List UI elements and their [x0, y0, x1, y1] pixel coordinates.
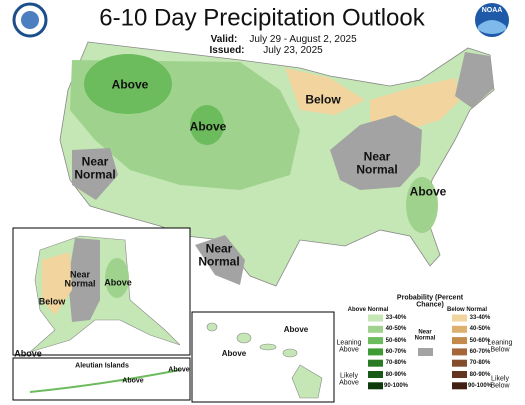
region-label: Above — [189, 119, 227, 134]
legend-group-label: Leaning Above — [336, 339, 362, 354]
alaska-label: Above — [14, 348, 42, 359]
legend-swatch-above — [368, 348, 383, 356]
area-below — [285, 68, 365, 115]
region-label: Above — [409, 184, 447, 199]
hawaii-label: Above — [283, 324, 309, 334]
hawaii — [206, 322, 323, 399]
alaska-label: Above — [104, 277, 132, 288]
legend-swatch-above — [368, 359, 383, 367]
hawaii-label: Above — [221, 348, 247, 358]
legend-group-label: Likely Below — [490, 375, 510, 390]
area-above-50 — [190, 105, 224, 145]
legend-bin-label: 80-90% — [469, 371, 491, 378]
legend-bin-label: 70-80% — [385, 360, 407, 367]
valid-dates: July 29 - August 2, 2025 — [249, 33, 357, 45]
legend-group-label: Likely Above — [339, 372, 359, 387]
legend-bin-label: 40-50% — [385, 326, 407, 333]
alaska-label: Below — [38, 296, 66, 307]
legend-bin-label: 70-80% — [469, 360, 491, 367]
legend-bin-label: 40-50% — [469, 326, 491, 333]
region-label: Near Normal — [74, 154, 116, 181]
legend-heading: Above Normal — [347, 306, 389, 313]
issued-label: Issued: — [209, 44, 245, 56]
aleutian-label: Above — [122, 377, 144, 385]
region-label: Near Normal — [356, 149, 398, 176]
legend-heading: Below Normal — [446, 306, 488, 313]
legend-bin-label: 60-70% — [469, 348, 491, 355]
legend-bin-label: 80-90% — [385, 371, 407, 378]
legend-group-label: Leaning Below — [487, 339, 513, 354]
area-near — [72, 148, 118, 200]
legend-bin-label: 60-70% — [385, 348, 407, 355]
alaska-near — [68, 238, 100, 322]
legend-swatch-near — [418, 348, 433, 356]
legend-near-label: Near Normal — [414, 329, 436, 342]
legend-swatch-below — [452, 314, 467, 322]
legend-swatch-above — [368, 337, 383, 345]
legend — [368, 314, 467, 390]
area-above-50 — [84, 54, 172, 114]
alaska-above — [105, 258, 129, 298]
area-above-40 — [406, 177, 438, 233]
alaska-below — [42, 252, 72, 315]
legend-swatch-below — [452, 337, 467, 345]
aleutian-inset — [12, 357, 191, 401]
aleutian-title: Aleutian Islands — [75, 362, 129, 370]
legend-swatch-below — [452, 382, 467, 390]
area-near — [195, 235, 245, 285]
region-label: Near Normal — [198, 241, 240, 268]
legend-bin-label: 33-40% — [385, 314, 407, 321]
valid-label: Valid: — [210, 33, 238, 45]
noaa-logo-wave — [478, 20, 506, 34]
legend-bin-label: 50-60% — [469, 337, 491, 344]
area-near — [330, 115, 422, 190]
issued-date: July 23, 2025 — [263, 44, 323, 56]
region-label: Above — [111, 77, 149, 92]
doc-logo-inner — [21, 11, 39, 29]
region-label: Below — [305, 92, 341, 107]
legend-swatch-below — [452, 359, 467, 367]
legend-swatch-below — [452, 371, 467, 378]
legend-bin-label: 50-60% — [385, 337, 407, 344]
alaska-label: Near Normal — [64, 269, 96, 289]
area-near — [455, 52, 494, 108]
aleutian-chain — [29, 369, 181, 393]
legend-swatch-above — [368, 314, 383, 322]
legend-swatch-above — [368, 325, 383, 333]
legend-bin-label: 90-100% — [467, 382, 493, 389]
legend-title: Probability (Percent Chance) — [396, 294, 464, 309]
legend-swatch-below — [452, 348, 467, 356]
legend-bin-label: 90-100% — [383, 382, 409, 389]
legend-swatch-above — [368, 371, 383, 378]
noaa-logo-text: NOAA — [482, 7, 503, 14]
aleutian-label: Above — [168, 366, 190, 374]
title: 6-10 Day Precipitation Outlook — [99, 4, 425, 32]
legend-swatch-above — [368, 382, 383, 390]
legend-bin-label: 33-40% — [469, 314, 491, 321]
legend-swatch-below — [452, 325, 467, 333]
